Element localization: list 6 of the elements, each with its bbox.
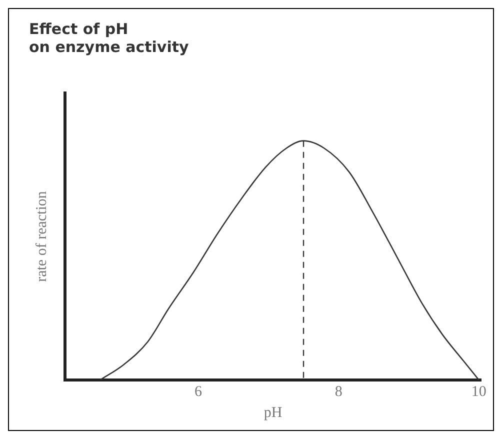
y-axis-title: rate of reaction xyxy=(34,190,50,282)
chart-title: Effect of pH on enzyme activity xyxy=(29,20,190,56)
x-tick-label: 6 xyxy=(194,384,203,400)
x-tick-label: 10 xyxy=(471,384,486,400)
x-axis-title: pH xyxy=(264,404,282,421)
x-tick-label: 8 xyxy=(334,384,342,400)
